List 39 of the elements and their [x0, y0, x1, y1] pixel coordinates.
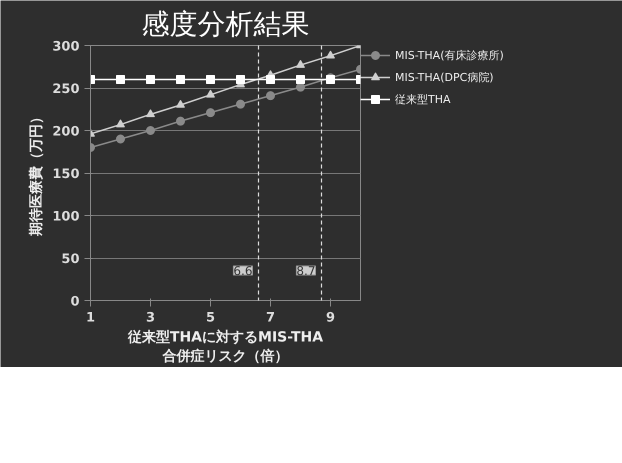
y-tick-label: 100 — [52, 210, 80, 224]
point — [326, 50, 335, 59]
point — [266, 91, 275, 100]
point — [176, 100, 185, 108]
y-axis-title: 期待医療費（万円） — [27, 110, 44, 237]
point — [296, 60, 305, 68]
chart-title: 感度分析結果 — [142, 8, 310, 40]
point — [206, 90, 215, 98]
point — [266, 75, 275, 84]
x-tick-label: 9 — [326, 310, 336, 326]
y-tick-label: 200 — [52, 124, 80, 140]
x-tick-label: 1 — [86, 310, 96, 326]
x-tick-label: 3 — [146, 310, 156, 326]
point — [296, 75, 305, 84]
point — [116, 75, 125, 84]
ref-line-label: 6.6 — [233, 264, 253, 278]
point — [146, 109, 155, 118]
point — [176, 116, 185, 126]
point — [206, 108, 215, 118]
point — [146, 75, 155, 84]
point — [146, 126, 155, 135]
x-axis-title: 従来型THAに対するMIS-THA 合併症リスク（倍） — [126, 328, 324, 365]
point — [236, 100, 245, 109]
y-tick-label: 300 — [52, 40, 80, 54]
point — [116, 134, 125, 144]
legend-label: 従来型THA — [395, 92, 452, 106]
point — [236, 75, 245, 84]
y-tick-label: 50 — [61, 252, 80, 267]
point — [206, 75, 215, 84]
point — [176, 75, 185, 84]
legend-label: MIS-THA(有床診療所) — [395, 48, 505, 62]
x-tick-label: 5 — [206, 310, 216, 326]
x-tick-label: 7 — [266, 310, 276, 326]
y-tick-label: 150 — [52, 167, 80, 182]
ref-line-label: 8.7 — [296, 264, 316, 278]
y-tick-label: 0 — [70, 294, 80, 310]
legend-label: MIS-THA(DPC病院) — [395, 70, 495, 84]
y-tick-label: 250 — [52, 82, 80, 97]
point — [116, 119, 125, 128]
